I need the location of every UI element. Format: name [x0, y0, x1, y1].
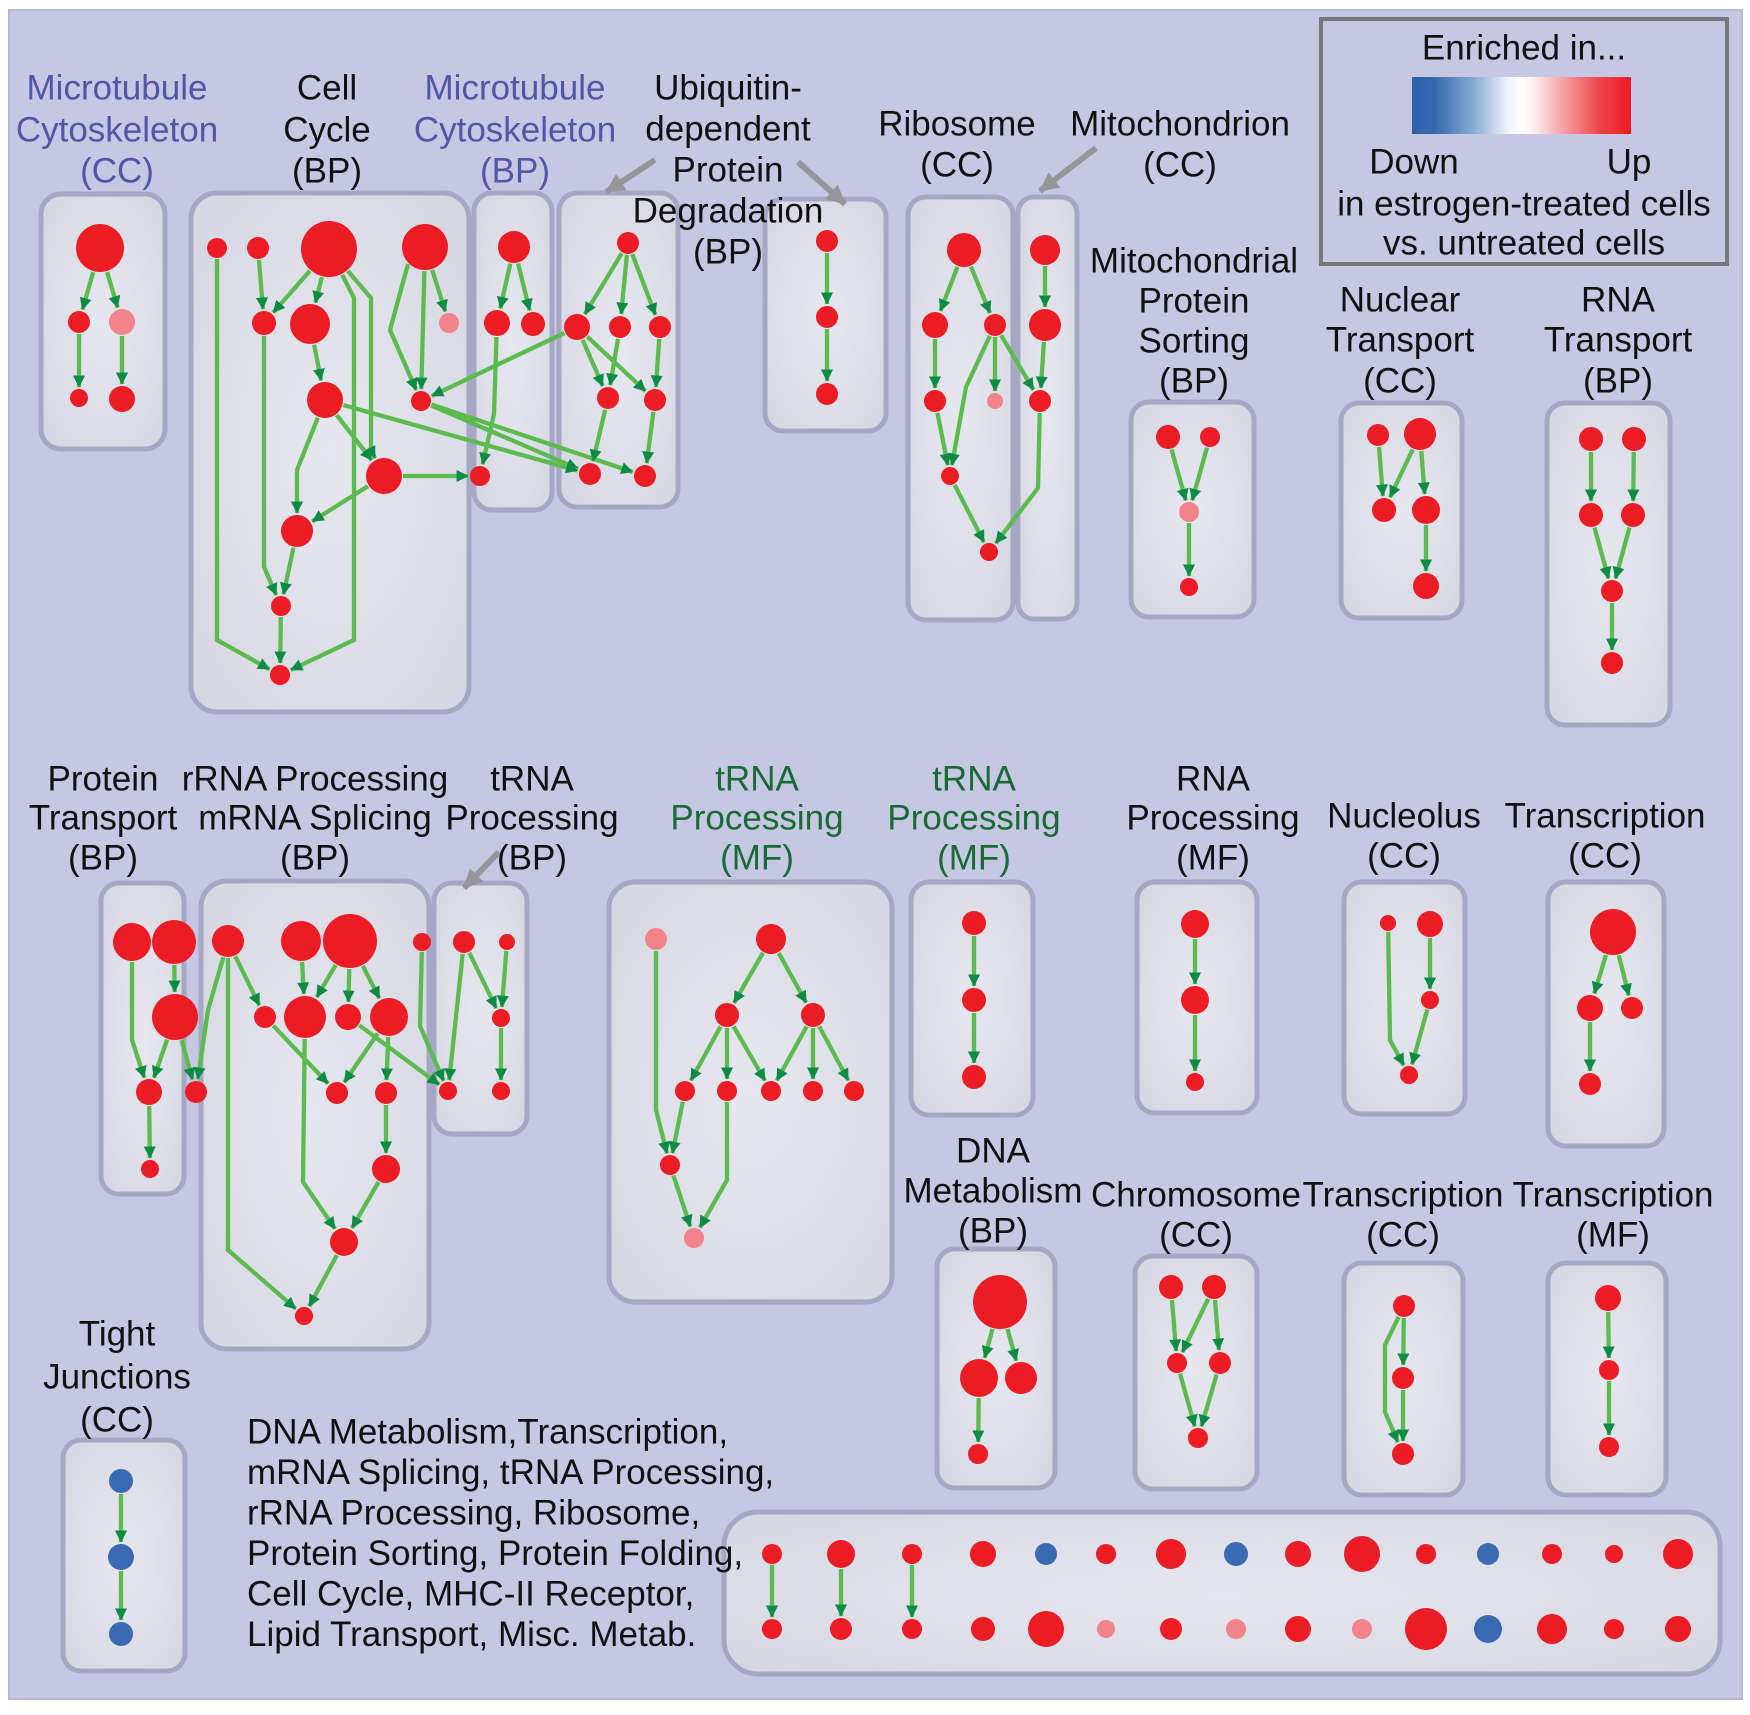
svg-text:Protein: Protein: [673, 151, 784, 190]
svg-text:DNA Metabolism,Transcription,: DNA Metabolism,Transcription,: [247, 1413, 728, 1452]
svg-text:(BP): (BP): [280, 839, 350, 878]
svg-text:(MF): (MF): [937, 839, 1011, 878]
svg-text:Protein: Protein: [1139, 282, 1250, 321]
svg-text:(BP): (BP): [68, 839, 138, 878]
svg-text:Transport: Transport: [1544, 321, 1693, 360]
svg-text:(BP): (BP): [1159, 362, 1229, 401]
svg-text:Transcription: Transcription: [1505, 797, 1706, 836]
svg-text:mRNA Splicing: mRNA Splicing: [198, 799, 431, 838]
svg-text:tRNA: tRNA: [490, 760, 574, 799]
svg-text:(CC): (CC): [80, 152, 154, 191]
svg-text:Nuclear: Nuclear: [1340, 281, 1461, 320]
svg-text:Up: Up: [1607, 143, 1652, 182]
svg-text:Degradation: Degradation: [633, 192, 824, 231]
svg-text:Processing: Processing: [887, 799, 1060, 838]
svg-text:Microtubule: Microtubule: [27, 69, 208, 108]
svg-text:(CC): (CC): [920, 146, 994, 185]
svg-text:Enriched in...: Enriched in...: [1422, 29, 1626, 68]
svg-text:Tight: Tight: [79, 1315, 156, 1354]
svg-text:Mitochondrial: Mitochondrial: [1090, 242, 1298, 281]
svg-text:Cycle: Cycle: [283, 111, 371, 150]
svg-text:Metabolism: Metabolism: [904, 1172, 1083, 1211]
svg-text:(BP): (BP): [1583, 362, 1653, 401]
svg-text:(MF): (MF): [720, 839, 794, 878]
svg-text:Sorting: Sorting: [1139, 322, 1250, 361]
svg-text:dependent: dependent: [645, 110, 811, 149]
svg-text:in estrogen-treated cells: in estrogen-treated cells: [1337, 185, 1711, 224]
svg-text:RNA: RNA: [1581, 281, 1656, 320]
svg-text:(BP): (BP): [958, 1212, 1028, 1251]
svg-text:Transcription: Transcription: [1513, 1176, 1714, 1215]
svg-text:tRNA: tRNA: [715, 760, 799, 799]
svg-text:Ribosome: Ribosome: [878, 105, 1036, 144]
svg-text:(MF): (MF): [1176, 839, 1250, 878]
svg-text:(CC): (CC): [1159, 1216, 1233, 1255]
svg-text:(BP): (BP): [480, 152, 550, 191]
svg-text:Protein: Protein: [48, 760, 159, 799]
svg-text:Protein Sorting, Protein Foldi: Protein Sorting, Protein Folding,: [247, 1534, 743, 1573]
svg-text:Cell Cycle, MHC-II Receptor,: Cell Cycle, MHC-II Receptor,: [247, 1575, 694, 1614]
svg-text:Cytoskeleton: Cytoskeleton: [414, 111, 616, 150]
svg-text:rRNA Processing: rRNA Processing: [182, 760, 448, 799]
svg-text:Mitochondrion: Mitochondrion: [1070, 105, 1290, 144]
svg-text:(CC): (CC): [1143, 146, 1217, 185]
svg-text:(MF): (MF): [1576, 1216, 1650, 1255]
svg-text:RNA: RNA: [1176, 760, 1251, 799]
svg-text:rRNA Processing, Ribosome,: rRNA Processing, Ribosome,: [247, 1494, 700, 1533]
svg-text:Transport: Transport: [1326, 321, 1475, 360]
svg-text:(BP): (BP): [693, 233, 763, 272]
svg-text:(CC): (CC): [1568, 837, 1642, 876]
svg-text:(CC): (CC): [1363, 362, 1437, 401]
svg-text:Processing: Processing: [1126, 799, 1299, 838]
svg-text:Chromosome: Chromosome: [1091, 1176, 1301, 1215]
svg-text:Nucleolus: Nucleolus: [1327, 797, 1481, 836]
svg-text:(CC): (CC): [80, 1401, 154, 1440]
svg-text:vs. untreated cells: vs. untreated cells: [1383, 224, 1665, 263]
svg-text:Down: Down: [1369, 143, 1458, 182]
svg-text:Lipid Transport, Misc. Metab.: Lipid Transport, Misc. Metab.: [247, 1615, 696, 1654]
svg-text:(CC): (CC): [1366, 1216, 1440, 1255]
svg-text:Cell: Cell: [297, 69, 357, 108]
svg-text:Processing: Processing: [445, 799, 618, 838]
svg-text:Transcription: Transcription: [1303, 1176, 1504, 1215]
svg-text:Junctions: Junctions: [43, 1358, 191, 1397]
svg-text:mRNA Splicing, tRNA Processing: mRNA Splicing, tRNA Processing,: [247, 1453, 774, 1492]
svg-text:Cytoskeleton: Cytoskeleton: [16, 111, 218, 150]
svg-text:DNA: DNA: [956, 1132, 1031, 1171]
svg-text:tRNA: tRNA: [932, 760, 1016, 799]
svg-text:Processing: Processing: [670, 799, 843, 838]
svg-text:(BP): (BP): [292, 152, 362, 191]
svg-text:(CC): (CC): [1367, 837, 1441, 876]
svg-text:Ubiquitin-: Ubiquitin-: [654, 69, 802, 108]
svg-text:(BP): (BP): [497, 839, 567, 878]
svg-text:Transport: Transport: [29, 799, 178, 838]
svg-text:Microtubule: Microtubule: [425, 69, 606, 108]
